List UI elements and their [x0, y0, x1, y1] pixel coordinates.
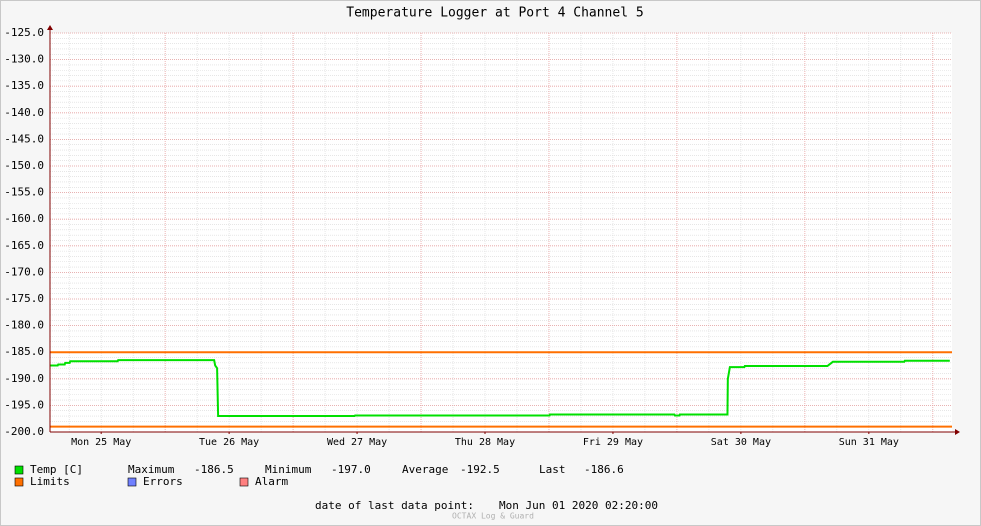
- stat-label: Last: [539, 463, 566, 476]
- stat-label: Average: [402, 463, 448, 476]
- marks: [50, 351, 952, 428]
- x-tick-label: Sun 31 May: [839, 437, 899, 448]
- series-line: [50, 359, 950, 418]
- legend-label: Limits: [30, 475, 70, 488]
- footer-value: Mon Jun 01 2020 02:20:00: [499, 499, 658, 512]
- footer-label: date of last data point:: [315, 499, 474, 512]
- legend-swatch: [14, 477, 24, 487]
- y-tick-label: -165.0: [4, 239, 44, 252]
- y-tick-label: -185.0: [4, 345, 44, 358]
- y-tick-label: -195.0: [4, 398, 44, 411]
- axes: [47, 25, 960, 435]
- stat-value: -192.5: [460, 463, 500, 476]
- stat-label: Maximum: [128, 463, 175, 476]
- y-tick-label: -175.0: [4, 292, 44, 305]
- x-tick-label: Tue 26 May: [199, 437, 259, 448]
- x-tick-label: Fri 29 May: [583, 437, 643, 448]
- legend-swatch: [239, 477, 249, 487]
- stat-value: -197.0: [331, 463, 371, 476]
- y-axis-arrow: [47, 25, 53, 30]
- stat-value: -186.6: [584, 463, 624, 476]
- labels: -125.0 -130.0 -135.0 -140.0 -145.0 -150.0 -155…: [4, 26, 899, 488]
- x-axis-arrow: [955, 429, 960, 435]
- y-tick-label: -145.0: [4, 132, 44, 145]
- x-tick-label: Thu 28 May: [455, 437, 515, 448]
- y-tick-label: -180.0: [4, 319, 44, 332]
- chart-title: Temperature Logger at Port 4 Channel 5: [346, 6, 643, 21]
- y-tick-label: -200.0: [4, 425, 44, 438]
- y-tick-label: -160.0: [4, 212, 44, 225]
- legend-swatch: [127, 477, 137, 487]
- x-tick-label: Mon 25 May: [71, 437, 131, 448]
- y-tick-label: -135.0: [4, 79, 44, 92]
- y-tick-label: -190.0: [4, 372, 44, 385]
- x-tick-label: Sat 30 May: [711, 437, 771, 448]
- y-tick-label: -130.0: [4, 53, 44, 66]
- legend-label: Errors: [143, 475, 183, 488]
- y-tick-label: -170.0: [4, 265, 44, 278]
- stat-label: Minimum: [265, 463, 312, 476]
- y-tick-label: -150.0: [4, 159, 44, 172]
- legend-label: Temp [C]: [30, 463, 83, 476]
- x-tick-label: Wed 27 May: [327, 437, 387, 448]
- stat-value: -186.5: [194, 463, 234, 476]
- watermark: OCTAX Log & Guard: [452, 512, 534, 521]
- y-tick-label: -140.0: [4, 106, 44, 119]
- legend-label: Alarm: [255, 475, 288, 488]
- y-tick-label: -155.0: [4, 186, 44, 199]
- y-tick-label: -125.0: [4, 26, 44, 39]
- legend-swatch: [14, 465, 24, 475]
- plot-area: [50, 33, 952, 432]
